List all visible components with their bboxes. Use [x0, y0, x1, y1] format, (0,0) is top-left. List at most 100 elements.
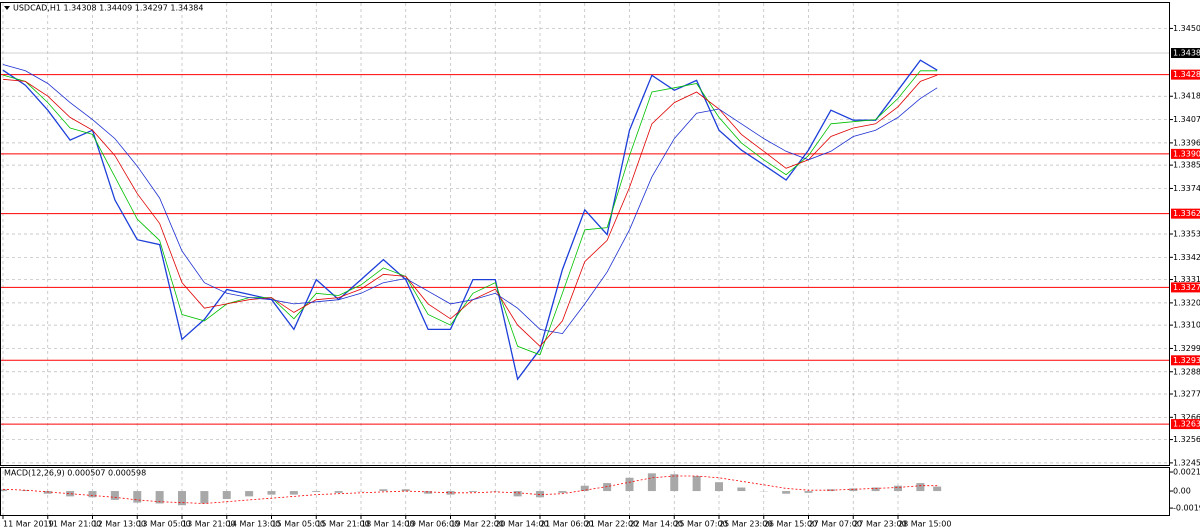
macd-bar	[894, 485, 903, 492]
price-line	[2, 64, 938, 335]
macd-bar	[379, 489, 388, 492]
macd-bar	[826, 489, 835, 492]
macd-bar	[155, 491, 164, 504]
macd-bar	[43, 491, 52, 494]
y-tick-label: 0.002145	[1173, 468, 1200, 477]
x-tick-label: 28 Mar 15:00	[898, 520, 951, 529]
x-tick-label: 19 Mar 22:00	[451, 520, 504, 529]
macd-bar	[468, 491, 477, 492]
macd-bar	[536, 491, 545, 498]
x-tick-label: 25 Mar 23:00	[719, 520, 772, 529]
x-tick-label: 11 Mar 2019	[3, 520, 54, 529]
x-tick-label: 13 Mar 05:00	[137, 520, 190, 529]
x-tick-label: 12 Mar 13:00	[93, 520, 146, 529]
macd-bar	[933, 486, 942, 492]
macd-title: MACD(12,26,9) 0.000507 0.000598	[4, 469, 146, 478]
y-tick-label: 1.33855	[1173, 161, 1200, 170]
macd-bar	[871, 487, 880, 492]
level-label-box	[1171, 148, 1200, 159]
main-panel-border	[0, 2, 1170, 466]
x-tick-label: 13 Mar 21:00	[182, 520, 235, 529]
macd-bar	[222, 491, 231, 500]
x-tick-label: 11 Mar 21:00	[48, 520, 101, 529]
x-tick-label: 27 Mar 07:00	[809, 520, 862, 529]
price-line	[2, 70, 938, 356]
y-tick-label: 1.32665	[1173, 413, 1200, 422]
macd-bar	[782, 491, 791, 494]
y-tick-label: 1.34500	[1173, 24, 1200, 33]
macd-bar	[133, 491, 142, 503]
signal-line	[2, 475, 938, 504]
x-tick-label: 15 Mar 21:00	[316, 520, 369, 529]
macd-bar	[647, 473, 656, 492]
y-tick-label: 1.32990	[1173, 344, 1200, 353]
y-tick-label: 0.00	[1173, 487, 1191, 496]
macd-bar	[849, 488, 858, 492]
y-tick-label: 1.33420	[1173, 253, 1200, 262]
x-tick-label: 14 Mar 13:00	[227, 520, 280, 529]
chart-title: USDCAD,H1 1.34308 1.34409 1.34297 1.3438…	[13, 4, 203, 13]
macd-bar	[200, 491, 209, 504]
macd-bar	[513, 491, 522, 497]
macd-bar	[0, 489, 7, 492]
x-tick-label: 21 Mar 06:00	[540, 520, 593, 529]
macd-bar	[401, 489, 410, 492]
macd-bar	[267, 491, 276, 495]
x-tick-label: 19 Mar 06:00	[406, 520, 459, 529]
y-tick-label: 1.32880	[1173, 367, 1200, 376]
x-tick-label: 22 Mar 14:00	[630, 520, 683, 529]
level-label: 1.33908	[1173, 149, 1200, 158]
macd-bar	[692, 475, 701, 492]
macd-bar	[625, 477, 634, 492]
y-tick-label: 1.33530	[1173, 230, 1200, 239]
level-label: 1.33278	[1173, 283, 1200, 292]
level-label-box	[1171, 419, 1200, 430]
y-tick-label: 1.32775	[1173, 390, 1200, 399]
level-label-box	[1171, 208, 1200, 219]
y-tick-label: 1.34180	[1173, 92, 1200, 101]
x-tick-label: 18 Mar 14:00	[361, 520, 414, 529]
y-tick-label: 1.33100	[1173, 321, 1200, 330]
level-label-box	[1171, 355, 1200, 366]
macd-bar	[21, 490, 30, 492]
last-price-box	[1171, 48, 1200, 59]
macd-bar	[804, 491, 813, 493]
level-label: 1.32934	[1173, 356, 1200, 365]
symbol-menu-icon[interactable]	[4, 6, 10, 10]
macd-bar	[88, 491, 97, 498]
macd-bar	[715, 482, 724, 492]
macd-bar	[916, 483, 925, 492]
macd-bar	[289, 491, 298, 495]
macd-bar	[66, 491, 75, 497]
macd-bar	[603, 483, 612, 492]
macd-bar	[580, 485, 589, 492]
y-tick-label: 1.33960	[1173, 138, 1200, 147]
y-tick-label: 1.32450	[1173, 458, 1200, 467]
x-tick-label: 20 Mar 14:00	[495, 520, 548, 529]
macd-bar	[334, 491, 343, 493]
x-tick-label: 26 Mar 15:00	[764, 520, 817, 529]
y-tick-label: 1.33315	[1173, 275, 1200, 284]
price-line	[2, 59, 938, 381]
y-tick-label: 1.33745	[1173, 184, 1200, 193]
y-tick-label: 1.32560	[1173, 435, 1200, 444]
level-label: 1.32633	[1173, 420, 1200, 429]
level-label-box	[1171, 282, 1200, 293]
level-label: 1.34282	[1173, 70, 1200, 79]
y-tick-label: 1.33205	[1173, 298, 1200, 307]
level-label-box	[1171, 69, 1200, 80]
macd-bar	[245, 491, 254, 497]
macd-bar	[670, 474, 679, 492]
x-tick-label: 21 Mar 22:00	[585, 520, 638, 529]
x-tick-label: 15 Mar 05:00	[272, 520, 325, 529]
x-tick-label: 25 Mar 07:00	[674, 520, 727, 529]
macd-bar	[737, 487, 746, 492]
y-tick-label: -0.001921	[1173, 504, 1200, 513]
last-price-label: 1.34384	[1173, 49, 1200, 58]
macd-bar	[424, 491, 433, 494]
macd-bar	[178, 491, 187, 506]
y-tick-label: 1.34070	[1173, 115, 1200, 124]
macd-bar	[110, 491, 119, 500]
